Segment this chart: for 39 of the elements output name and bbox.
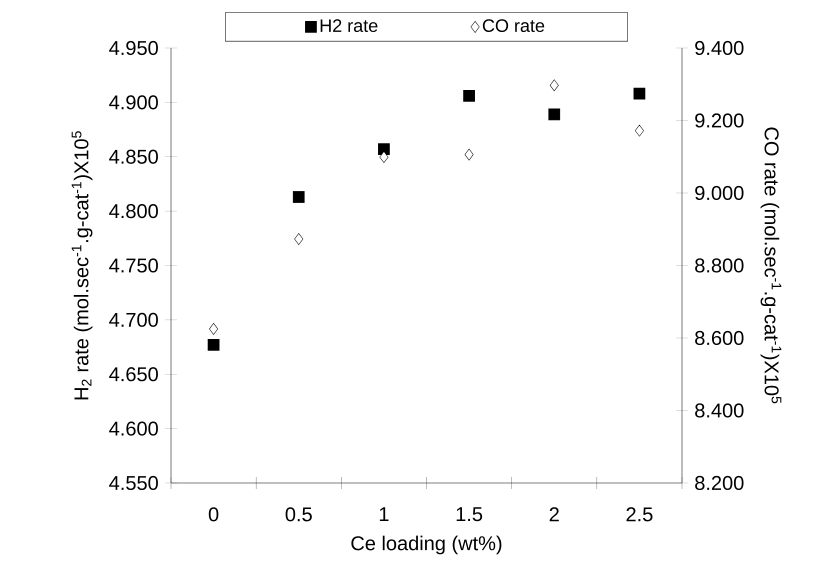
y-tick-label: 4.900 xyxy=(109,95,158,110)
legend-label: CO rate xyxy=(482,19,544,32)
point xyxy=(634,124,644,137)
y-tick-label: 4.750 xyxy=(109,258,158,273)
y2-tick-label: 9.200 xyxy=(695,113,744,128)
legend-label: H2 rate xyxy=(320,19,378,32)
point xyxy=(550,79,559,92)
y-tick-label: 4.550 xyxy=(109,476,158,490)
y2-tick-label: 8.800 xyxy=(695,258,744,273)
y2-axis-title: CO rate (mol.sec$^{-1}$.g-cat$^{-1}$)X10$^{5}$ xyxy=(760,127,782,404)
y-tick-label: 4.600 xyxy=(109,422,158,436)
y2-tick-label: 9.400 xyxy=(695,40,744,56)
y2-tick-label: 8.600 xyxy=(695,330,744,346)
y-tick-label: 4.700 xyxy=(109,312,158,327)
y-tick-label: 4.850 xyxy=(109,150,158,164)
y2-tick-label: 9.000 xyxy=(695,186,744,200)
y-tick-label: 4.800 xyxy=(109,204,158,218)
y2-tick-label: 8.400 xyxy=(695,403,744,418)
point xyxy=(463,90,475,102)
point xyxy=(378,143,390,155)
point xyxy=(209,323,218,335)
x-axis-title: Ce loading (wt%) xyxy=(351,536,502,554)
point xyxy=(464,148,474,160)
x-tick-label: 2.5 xyxy=(626,507,652,522)
x-tick-label: 1 xyxy=(380,507,388,522)
y-axis-title: H$_{2}$ rate (mol.sec$^{-1}$.g-cat$^{-1}$)X10$^{5}$ xyxy=(72,131,92,400)
point xyxy=(379,151,388,163)
x-tick-label: 0 xyxy=(208,507,218,522)
y-tick-label: 4.950 xyxy=(109,40,158,56)
point xyxy=(548,108,560,120)
x-tick-label: 0.5 xyxy=(286,507,312,522)
y2-tick-label: 8.200 xyxy=(695,476,744,490)
x-tick-label: 1.5 xyxy=(456,507,482,522)
point xyxy=(208,339,220,351)
point xyxy=(634,88,646,100)
point xyxy=(294,233,304,245)
y-tick-label: 4.650 xyxy=(109,367,158,382)
point xyxy=(292,191,305,203)
x-tick-label: 2 xyxy=(550,507,559,522)
